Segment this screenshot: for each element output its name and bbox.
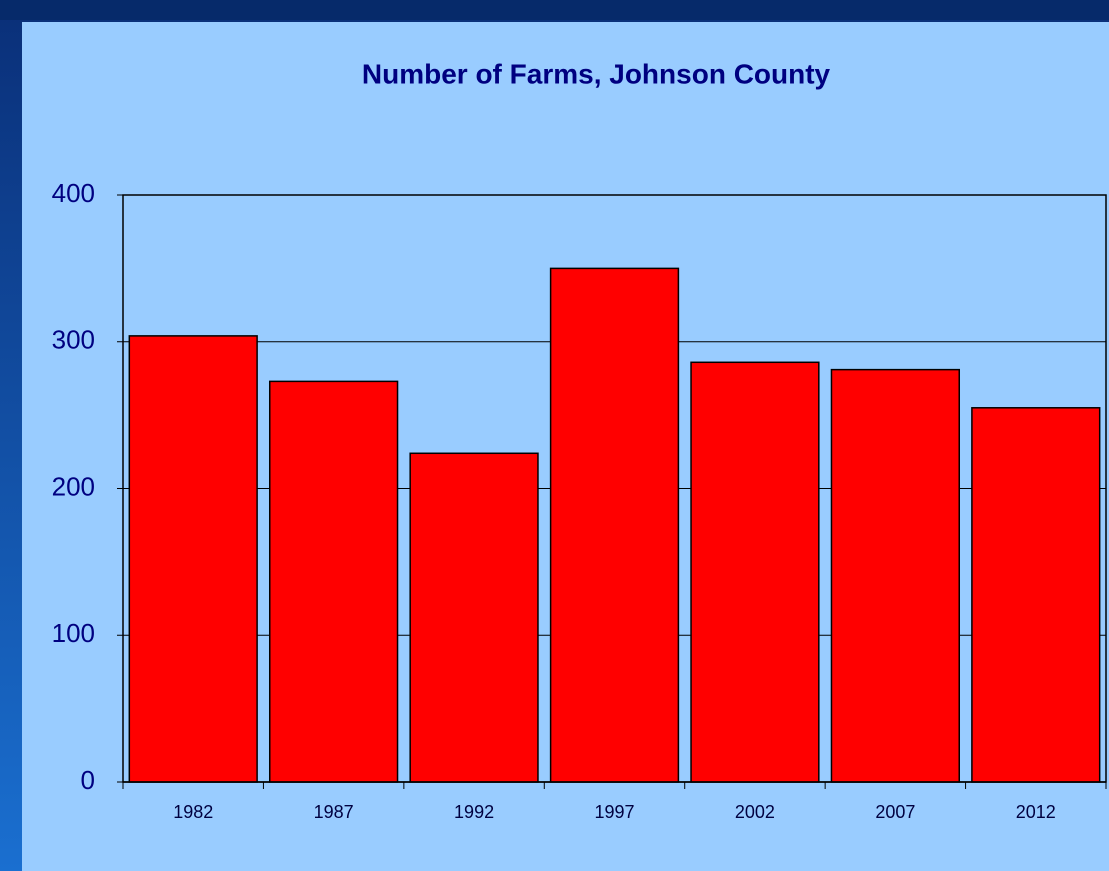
y-tick-label: 400: [52, 178, 95, 208]
x-tick-label: 1992: [454, 802, 494, 822]
y-tick-label: 300: [52, 325, 95, 355]
x-tick-label: 2012: [1016, 802, 1056, 822]
y-tick-label: 200: [52, 471, 95, 501]
bar: [690, 361, 820, 783]
x-tick-label: 2007: [875, 802, 915, 822]
bar: [830, 368, 961, 783]
x-tick-label: 1987: [314, 802, 354, 822]
chart-title: Number of Farms, Johnson County: [362, 58, 831, 89]
bar: [268, 380, 399, 783]
bar: [409, 452, 539, 783]
x-tick-label: 1997: [594, 802, 634, 822]
bar: [549, 267, 680, 783]
y-tick-label: 0: [81, 765, 95, 795]
x-tick-label: 2002: [735, 802, 775, 822]
bar: [128, 335, 258, 783]
x-tick-label: 1982: [173, 802, 213, 822]
y-tick-label: 100: [52, 618, 95, 648]
bar: [971, 407, 1101, 783]
slide-top-band: [0, 0, 1109, 20]
